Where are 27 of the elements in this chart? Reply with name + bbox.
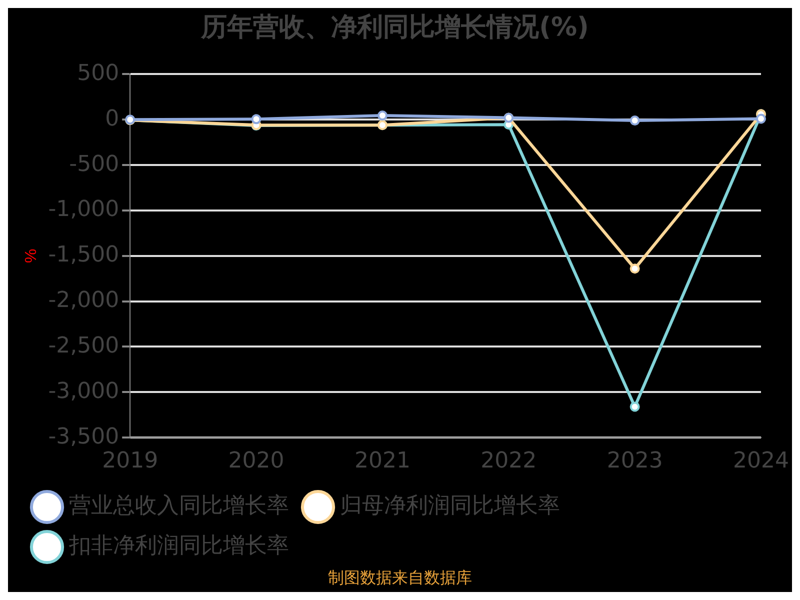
y-tick-label: -2,500 [48, 333, 120, 358]
y-tick-label: -1,500 [48, 242, 120, 268]
x-tick-label: 2023 [606, 448, 663, 474]
chart-title: 历年营收、净利同比增长情况(%) [200, 12, 589, 42]
y-tick-label: -1,000 [48, 197, 120, 222]
y-axis-title: % [23, 248, 40, 264]
point [630, 264, 640, 274]
y-tick-label: -500 [69, 152, 120, 177]
point [630, 116, 640, 126]
y-tick-label: 0 [105, 106, 120, 132]
point [630, 402, 640, 412]
x-tick-label: 2021 [354, 448, 410, 474]
y-tick-label: -3,000 [48, 378, 120, 404]
x-tick-label: 2024 [733, 448, 790, 474]
legend-label: 扣非净利润同比增长率 [68, 534, 289, 559]
y-tick-label: -3,500 [48, 424, 120, 450]
legend-label: 归母净利润同比增长率 [340, 494, 560, 519]
x-tick-label: 2022 [480, 448, 537, 474]
point [251, 114, 262, 124]
y-tick-label: 500 [77, 60, 120, 86]
point [377, 110, 388, 121]
x-tick-label: 2020 [228, 448, 284, 474]
text: 制图数据来自数据库 [327, 568, 473, 589]
y-tick-label: -2,000 [48, 288, 120, 314]
legend-label: 营业总收入同比增长率 [69, 494, 289, 519]
point [756, 114, 766, 124]
x-tick-label: 2019 [102, 448, 158, 474]
